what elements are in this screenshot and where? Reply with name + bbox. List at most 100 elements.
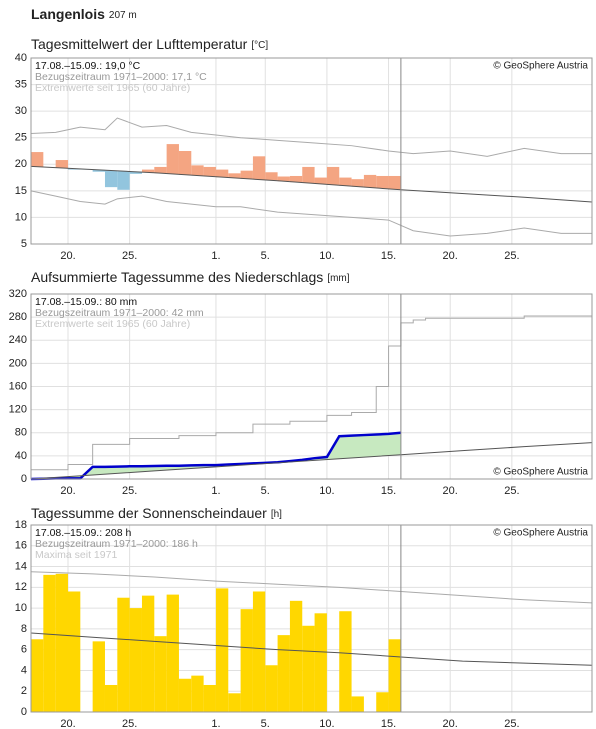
elevation: 207 m [109,10,137,21]
anomaly-bar [302,166,315,184]
x-tick-label: 20. [60,485,75,497]
y-tick-label: 14 [15,560,27,572]
bar [129,608,142,712]
y-tick-label: 0 [21,706,27,718]
anomaly-bar [31,152,44,167]
x-tick-label: 20. [443,250,458,262]
x-tick-label: 5. [261,718,270,729]
bar [117,597,130,712]
y-tick-label: 8 [21,623,27,635]
y-tick-label: 40 [15,52,27,64]
bar [339,611,352,712]
panel-title: Aufsummierte Tagessumme des Niederschlag… [31,269,350,285]
copyright: © GeoSphere Austria [493,61,588,72]
annotation: Maxima seit 1971 [35,549,117,561]
plot-border [30,524,593,713]
anomaly-bar [388,175,401,190]
y-tick-label: 6 [21,644,27,656]
bar [104,684,118,712]
y-tick-label: 20 [15,158,27,170]
panel-title: Tagessumme der Sonnenscheindauer [h] [31,505,282,521]
plot-border [30,57,593,245]
annotation: 17.08.–15.09.: 19,0 °C [35,60,141,72]
unit: [mm] [327,273,349,284]
panel: Aufsummierte Tagessumme des Niederschlag… [9,269,593,497]
bar [265,665,278,712]
y-tick-label: 10 [15,602,27,614]
y-tick-label: 15 [15,185,27,197]
station-name: Langenlois [31,6,105,22]
anomaly-bar [326,166,340,185]
y-tick-label: 10 [15,211,27,223]
y-tick-label: 30 [15,105,27,117]
x-tick-label: 5. [261,485,270,497]
y-tick-label: 160 [9,380,27,392]
bar [252,591,266,712]
y-tick-label: 5 [21,238,27,250]
annotation: Extremwerte seit 1965 (60 Jahre) [35,318,190,330]
bar [289,600,303,712]
y-tick-label: 200 [9,357,27,369]
anomaly-bar [277,176,290,182]
reference-line [30,165,593,203]
anomaly-bar [92,169,105,172]
x-tick-label: 1. [211,250,220,262]
annotation: 17.08.–15.09.: 80 mm [35,296,137,308]
panel: Tagesmittelwert der Lufttemperatur [°C] 5 1… [15,36,593,262]
reference-line [30,190,592,237]
bar [141,595,155,712]
bar [191,675,204,712]
y-tick-label: 120 [9,404,27,416]
bar [43,574,56,712]
x-tick-label: 25. [122,718,137,729]
bar [154,636,167,712]
bar [55,573,68,712]
bar [92,641,105,712]
anomaly-bar [228,173,241,178]
reference-line [30,117,592,157]
bar [31,639,44,712]
x-tick-label: 15. [381,485,396,497]
reference-line [31,315,592,471]
anomaly-bar [117,171,130,190]
x-tick-label: 10. [319,485,334,497]
anomaly-bar [376,175,389,189]
bar [178,678,192,712]
anomaly-bar [265,172,278,181]
copyright: © GeoSphere Austria [493,528,588,539]
copyright: © GeoSphere Austria [493,467,588,478]
y-tick-label: 40 [15,450,27,462]
y-tick-label: 18 [15,519,27,531]
bar [388,639,401,712]
anomaly-bar [252,156,266,180]
bar [302,625,315,712]
x-tick-label: 15. [381,250,396,262]
annotation: Bezugszeitraum 1971–2000: 17,1 °C [35,71,207,83]
reference-line [30,632,593,666]
y-tick-label: 0 [21,473,27,485]
bar [277,635,290,712]
bar [240,609,253,712]
anomaly-bar [314,177,327,184]
annotation: 17.08.–15.09.: 208 h [35,527,131,539]
x-tick-label: 10. [319,718,334,729]
y-tick-label: 12 [15,581,27,593]
y-tick-label: 35 [15,78,27,90]
x-tick-label: 25. [504,250,519,262]
anomaly-bar [215,169,229,178]
panel: Tagessumme der Sonnenscheindauer [h] 0 2 4 6 8… [15,505,593,729]
bar [228,693,241,712]
x-tick-label: 25. [504,485,519,497]
annotation: Bezugszeitraum 1971–2000: 186 h [35,538,198,550]
anomaly-bar [154,166,167,174]
plot-area [31,58,592,244]
annotation: Bezugszeitraum 1971–2000: 42 mm [35,307,204,319]
anomaly-bar [203,166,216,177]
x-tick-label: 20. [443,718,458,729]
bar [215,588,229,712]
title: Aufsummierte Tagessumme des Niederschlag… [31,269,323,285]
x-tick-label: 20. [443,485,458,497]
reference-line [30,442,593,480]
